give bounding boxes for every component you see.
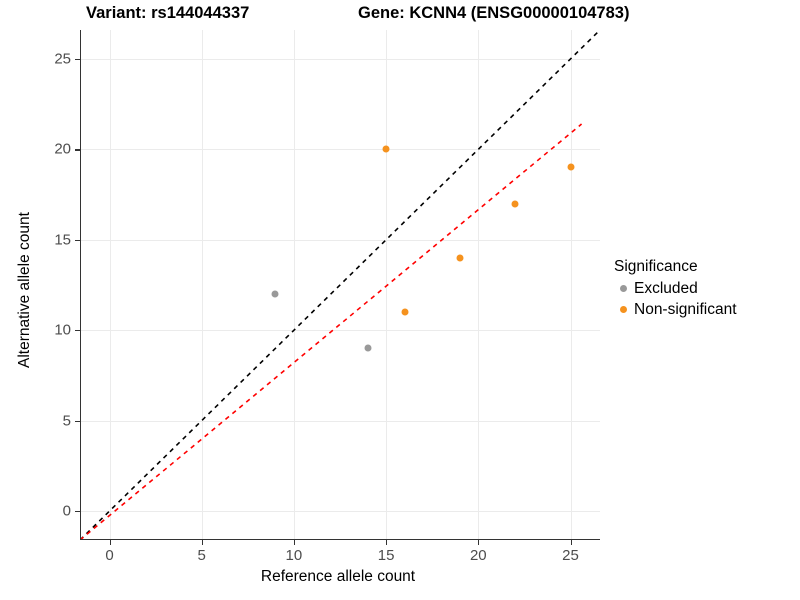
reference-line-identity [80,30,600,540]
legend: Significance Excluded Non-significant [614,258,794,320]
legend-label: Non-significant [634,300,737,318]
legend-title: Significance [614,258,698,275]
variant-title: Variant: rs144044337 [86,4,250,22]
gene-title: Gene: KCNN4 (ENSG00000104783) [358,4,630,22]
x-tick-label: 20 [469,547,487,564]
gridline-vertical [478,30,480,540]
legend-item-non-significant[interactable]: Non-significant [614,299,794,320]
x-axis-label: Reference allele count [260,568,416,585]
y-axis-tick-labels: 0 5 10 15 20 25 [0,30,80,540]
y-tick-label: 25 [54,50,71,68]
x-tick-label: 25 [562,547,579,564]
x-tick-label: 10 [285,547,303,564]
gridline-vertical [570,30,572,540]
y-tick-mark [75,330,80,332]
y-tick-mark [75,420,80,422]
legend-key [614,285,632,292]
y-tick-mark [75,239,80,241]
gridline-horizontal [80,420,600,422]
data-point [567,163,574,171]
y-tick-label: 15 [54,231,71,249]
x-axis-line [80,539,600,541]
data-point [401,308,409,316]
gridline-horizontal [80,330,600,332]
reference-line-fit [80,123,583,540]
gridline-horizontal [80,149,600,151]
x-tick-mark [570,540,572,545]
legend-item-excluded[interactable]: Excluded [614,278,794,299]
data-point [271,290,279,298]
data-point [511,200,519,208]
y-tick-mark [75,149,80,151]
y-axis-line [80,30,82,540]
data-point [364,344,372,352]
x-tick-mark [109,540,111,545]
legend-items: Excluded Non-significant [614,278,794,320]
x-tick-label: 5 [197,547,206,564]
chart-title-row: Variant: rs144044337 Gene: KCNN4 (ENSG00… [0,4,800,30]
data-point [382,145,390,153]
y-tick-mark [75,58,80,61]
y-tick-label: 10 [54,321,71,339]
y-tick-label: 20 [54,140,71,158]
x-tick-mark [478,540,480,545]
data-point [456,254,464,262]
y-tick-mark [75,511,80,513]
legend-label: Excluded [634,279,698,297]
x-tick-label: 15 [377,547,395,564]
gridline-horizontal [80,58,600,60]
gridline-vertical [293,30,295,540]
gridline-vertical [201,30,203,540]
reference-lines [80,30,600,540]
x-tick-mark [293,540,296,545]
legend-dot-icon [619,306,627,313]
x-tick-mark [386,540,388,545]
gridline-horizontal [80,511,600,513]
x-tick-mark [201,540,203,545]
legend-dot-icon [619,285,627,292]
gridline-vertical [109,30,111,540]
plot-area [80,30,600,540]
y-tick-label: 5 [62,412,71,430]
x-tick-label: 0 [105,547,114,564]
plot-panel: 0 5 10 15 20 25 [75,30,600,564]
y-tick-label: 0 [62,502,71,520]
legend-key [614,306,632,313]
gridline-horizontal [80,239,600,241]
